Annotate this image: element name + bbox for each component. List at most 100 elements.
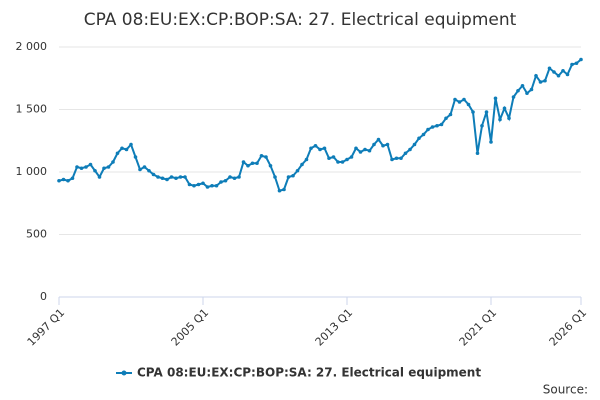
data-point	[210, 183, 214, 188]
data-point	[255, 161, 259, 166]
data-point	[295, 168, 300, 173]
data-point	[417, 136, 421, 141]
data-point	[322, 146, 327, 151]
data-point	[466, 102, 471, 107]
data-point	[160, 176, 165, 181]
data-point	[97, 175, 102, 179]
data-point	[178, 175, 183, 179]
y-tick-label: 2 000	[16, 40, 48, 53]
data-point	[129, 142, 133, 147]
data-point	[439, 122, 444, 127]
data-point	[331, 155, 336, 159]
data-point	[484, 110, 489, 114]
data-point	[142, 165, 147, 169]
data-point	[88, 162, 93, 167]
data-point	[174, 176, 178, 181]
data-point	[241, 160, 246, 164]
data-point	[340, 160, 345, 164]
data-point	[196, 182, 201, 187]
data-point	[529, 87, 534, 92]
data-point	[313, 143, 318, 148]
data-point	[358, 150, 363, 154]
data-point	[462, 97, 466, 102]
data-point	[66, 178, 70, 183]
data-point	[453, 97, 457, 102]
data-point	[115, 151, 120, 156]
data-point	[187, 182, 192, 187]
data-point	[349, 155, 354, 159]
data-point	[336, 160, 340, 164]
data-point	[547, 66, 552, 71]
data-point	[61, 177, 66, 182]
source: Source:	[543, 383, 588, 397]
data-point	[300, 162, 304, 167]
data-point	[232, 176, 237, 181]
data-point	[507, 116, 511, 121]
data-point	[552, 70, 556, 74]
data-point	[286, 175, 291, 179]
data-point	[183, 175, 187, 179]
data-point	[120, 146, 124, 151]
y-tick-label: 0	[40, 290, 47, 303]
data-point	[457, 100, 462, 104]
data-point	[228, 175, 232, 179]
data-point	[520, 83, 525, 88]
data-point	[381, 143, 385, 148]
data-point	[106, 165, 111, 169]
data-point	[151, 172, 156, 177]
data-point	[93, 168, 97, 173]
y-tick-label: 1 000	[16, 165, 48, 178]
data-point	[345, 157, 349, 162]
data-point	[435, 123, 439, 128]
data-point	[574, 61, 579, 66]
data-point	[70, 176, 75, 181]
data-point	[264, 155, 268, 159]
data-point	[79, 166, 84, 171]
x-tick-label: 2005 Q1	[169, 306, 212, 349]
data-point	[502, 106, 507, 111]
data-point	[430, 125, 435, 129]
data-point	[304, 157, 309, 162]
data-point	[372, 142, 376, 147]
chart-title: CPA 08:EU:EX:CP:BOP:SA: 27. Electrical e…	[84, 10, 517, 30]
data-point	[282, 187, 286, 192]
x-tick-label: 2013 Q1	[313, 306, 356, 349]
legend-label: CPA 08:EU:EX:CP:BOP:SA: 27. Electrical e…	[137, 366, 481, 380]
data-point	[489, 140, 493, 144]
data-point	[412, 142, 417, 147]
data-point	[471, 110, 475, 114]
legend-marker	[121, 370, 127, 376]
data-point	[354, 146, 358, 151]
data-point	[318, 147, 322, 152]
data-point	[511, 95, 516, 99]
data-point	[147, 168, 151, 173]
y-tick-label: 500	[26, 228, 47, 241]
data-point	[403, 151, 408, 156]
data-point	[223, 178, 228, 183]
data-point	[214, 183, 219, 188]
data-point	[250, 161, 255, 166]
data-point	[516, 88, 520, 93]
data-point	[367, 148, 372, 153]
data-point	[376, 137, 381, 142]
data-point	[75, 165, 79, 169]
data-point	[138, 167, 142, 172]
data-point	[192, 183, 196, 188]
data-point	[169, 175, 174, 179]
data-point	[534, 73, 538, 78]
data-point	[498, 117, 502, 122]
data-point	[309, 146, 313, 151]
data-point	[421, 132, 426, 137]
data-point	[493, 96, 498, 101]
data-point	[480, 123, 484, 128]
data-point	[448, 112, 453, 117]
x-tick-label: 2026 Q1	[547, 306, 590, 349]
data-point	[291, 173, 295, 178]
data-point	[390, 157, 394, 162]
data-point	[570, 62, 574, 67]
data-point	[399, 156, 403, 161]
data-point	[444, 116, 448, 121]
data-point	[408, 147, 412, 152]
data-point	[565, 72, 570, 77]
